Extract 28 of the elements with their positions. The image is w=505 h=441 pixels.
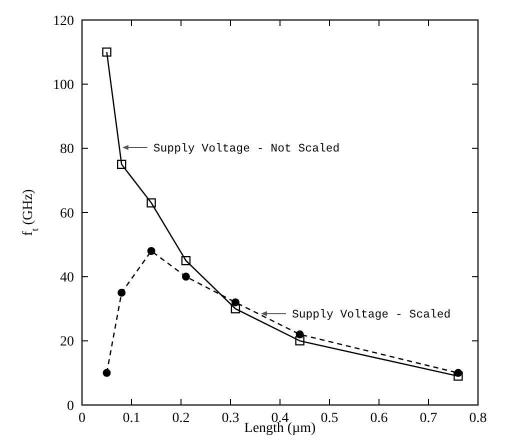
y-tick-label: 100 xyxy=(53,78,74,94)
series-label: Supply Voltage - Scaled xyxy=(292,308,451,322)
x-tick-label: 0.5 xyxy=(320,411,338,426)
x-tick-label: 0.8 xyxy=(469,411,487,426)
point xyxy=(146,198,156,208)
text: Supply Voltage - Not Scaled xyxy=(153,142,340,156)
point xyxy=(454,372,463,381)
point xyxy=(182,272,190,281)
point xyxy=(117,160,126,169)
x-tick-label: 0.6 xyxy=(370,411,388,426)
y-tick-label: 80 xyxy=(60,142,74,158)
y-tick-label: 60 xyxy=(60,206,74,222)
point xyxy=(181,256,191,266)
point xyxy=(102,368,111,377)
x-tick-label: 0.3 xyxy=(222,411,240,426)
point xyxy=(118,288,126,297)
point xyxy=(102,47,112,57)
y-tick-label: 40 xyxy=(60,270,74,286)
y-tick-label: 0 xyxy=(67,398,74,414)
point xyxy=(230,304,240,314)
x-tick-label: 0.2 xyxy=(172,411,190,426)
y-tick-label: 120 xyxy=(53,14,74,29)
x-tick-label: 0.1 xyxy=(122,411,140,426)
point xyxy=(295,336,304,346)
y-tick-label: 20 xyxy=(60,334,74,350)
point xyxy=(147,247,156,255)
x-tick-label: 0.7 xyxy=(420,411,438,426)
x-tick-label: 0 xyxy=(78,411,86,426)
